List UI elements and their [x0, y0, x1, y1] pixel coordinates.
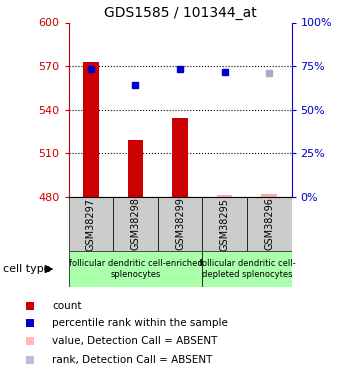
- Bar: [69, 197, 113, 251]
- Text: rank, Detection Call = ABSENT: rank, Detection Call = ABSENT: [52, 356, 213, 365]
- Text: GSM38299: GSM38299: [175, 198, 185, 250]
- Text: cell type: cell type: [3, 264, 51, 274]
- Bar: [128, 140, 143, 197]
- Text: GSM38298: GSM38298: [130, 198, 141, 250]
- Bar: [217, 195, 233, 197]
- Bar: [261, 194, 277, 197]
- Text: GSM38295: GSM38295: [220, 198, 230, 250]
- Bar: [172, 118, 188, 197]
- Bar: [202, 197, 247, 251]
- Text: GSM38297: GSM38297: [86, 198, 96, 250]
- Text: count: count: [52, 301, 82, 310]
- Text: value, Detection Call = ABSENT: value, Detection Call = ABSENT: [52, 336, 218, 346]
- Text: percentile rank within the sample: percentile rank within the sample: [52, 318, 228, 328]
- Bar: [158, 197, 202, 251]
- Text: follicular dendritic cell-enriched
splenocytes: follicular dendritic cell-enriched splen…: [69, 260, 202, 279]
- Bar: [202, 251, 292, 287]
- Title: GDS1585 / 101344_at: GDS1585 / 101344_at: [104, 6, 257, 20]
- Bar: [83, 62, 99, 197]
- Bar: [113, 197, 158, 251]
- Text: follicular dendritic cell-
depleted splenocytes: follicular dendritic cell- depleted sple…: [199, 260, 295, 279]
- Bar: [69, 251, 202, 287]
- Text: GSM38296: GSM38296: [264, 198, 274, 250]
- Bar: [247, 197, 292, 251]
